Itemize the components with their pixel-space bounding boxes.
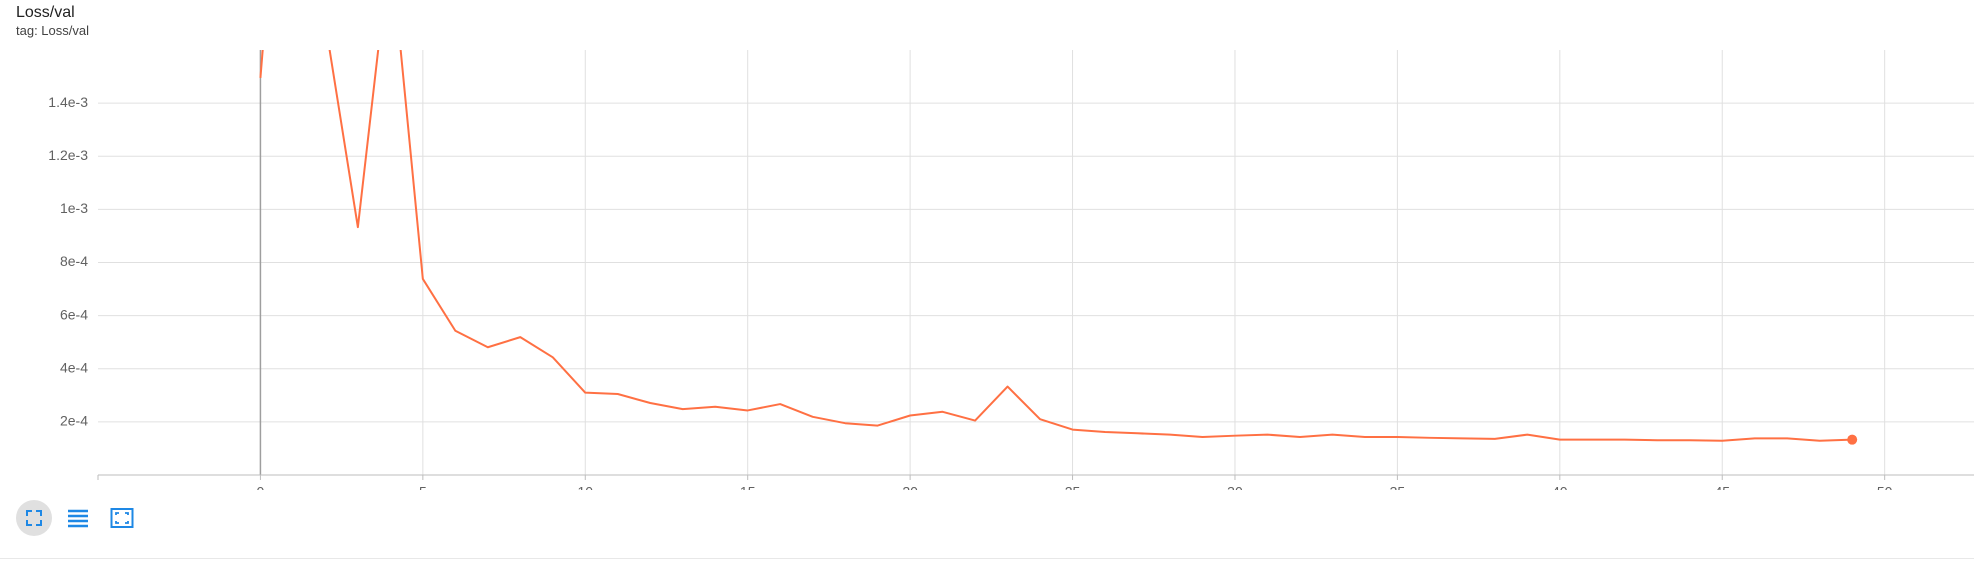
x-tick-label: 15: [740, 484, 756, 490]
card-title: Loss/val: [16, 4, 75, 21]
y-tick-label: 6e-4: [60, 306, 88, 322]
x-tick-label: 25: [1065, 484, 1081, 490]
x-tick-label: 40: [1552, 484, 1568, 490]
data-table-button[interactable]: [60, 500, 96, 536]
x-tick-label: 35: [1390, 484, 1406, 490]
x-tick-label: 20: [902, 484, 918, 490]
x-tick-label: 5: [419, 484, 427, 490]
y-tick-label: 4e-4: [60, 359, 88, 375]
x-tick-label: 0: [257, 484, 265, 490]
x-tick-label: 30: [1227, 484, 1243, 490]
y-tick-label: 2e-4: [60, 413, 88, 429]
last-point: [1847, 434, 1858, 445]
card-subtitle: tag: Loss/val: [16, 23, 89, 38]
fit-domain-button[interactable]: [104, 500, 140, 536]
x-tick-label: 50: [1877, 484, 1893, 490]
loss-line: [259, 50, 1853, 442]
y-tick-label: 1e-3: [60, 200, 88, 216]
y-tick-label: 1.2e-3: [48, 147, 88, 163]
chart: 2e-4 4e-4 6e-4 8e-4 1e-3 1.2e-3 1.4e-3 0 5 10 15 20…: [48, 50, 1974, 490]
x-tick-label: 45: [1714, 484, 1730, 490]
plot-area: [259, 50, 1858, 445]
y-tick-label: 1.4e-3: [48, 94, 88, 110]
fullscreen-button[interactable]: [16, 500, 52, 536]
divider: [0, 558, 1974, 559]
y-tick-label: 8e-4: [60, 253, 88, 269]
toolbar: [16, 500, 140, 536]
x-tick-label: 10: [577, 484, 593, 490]
